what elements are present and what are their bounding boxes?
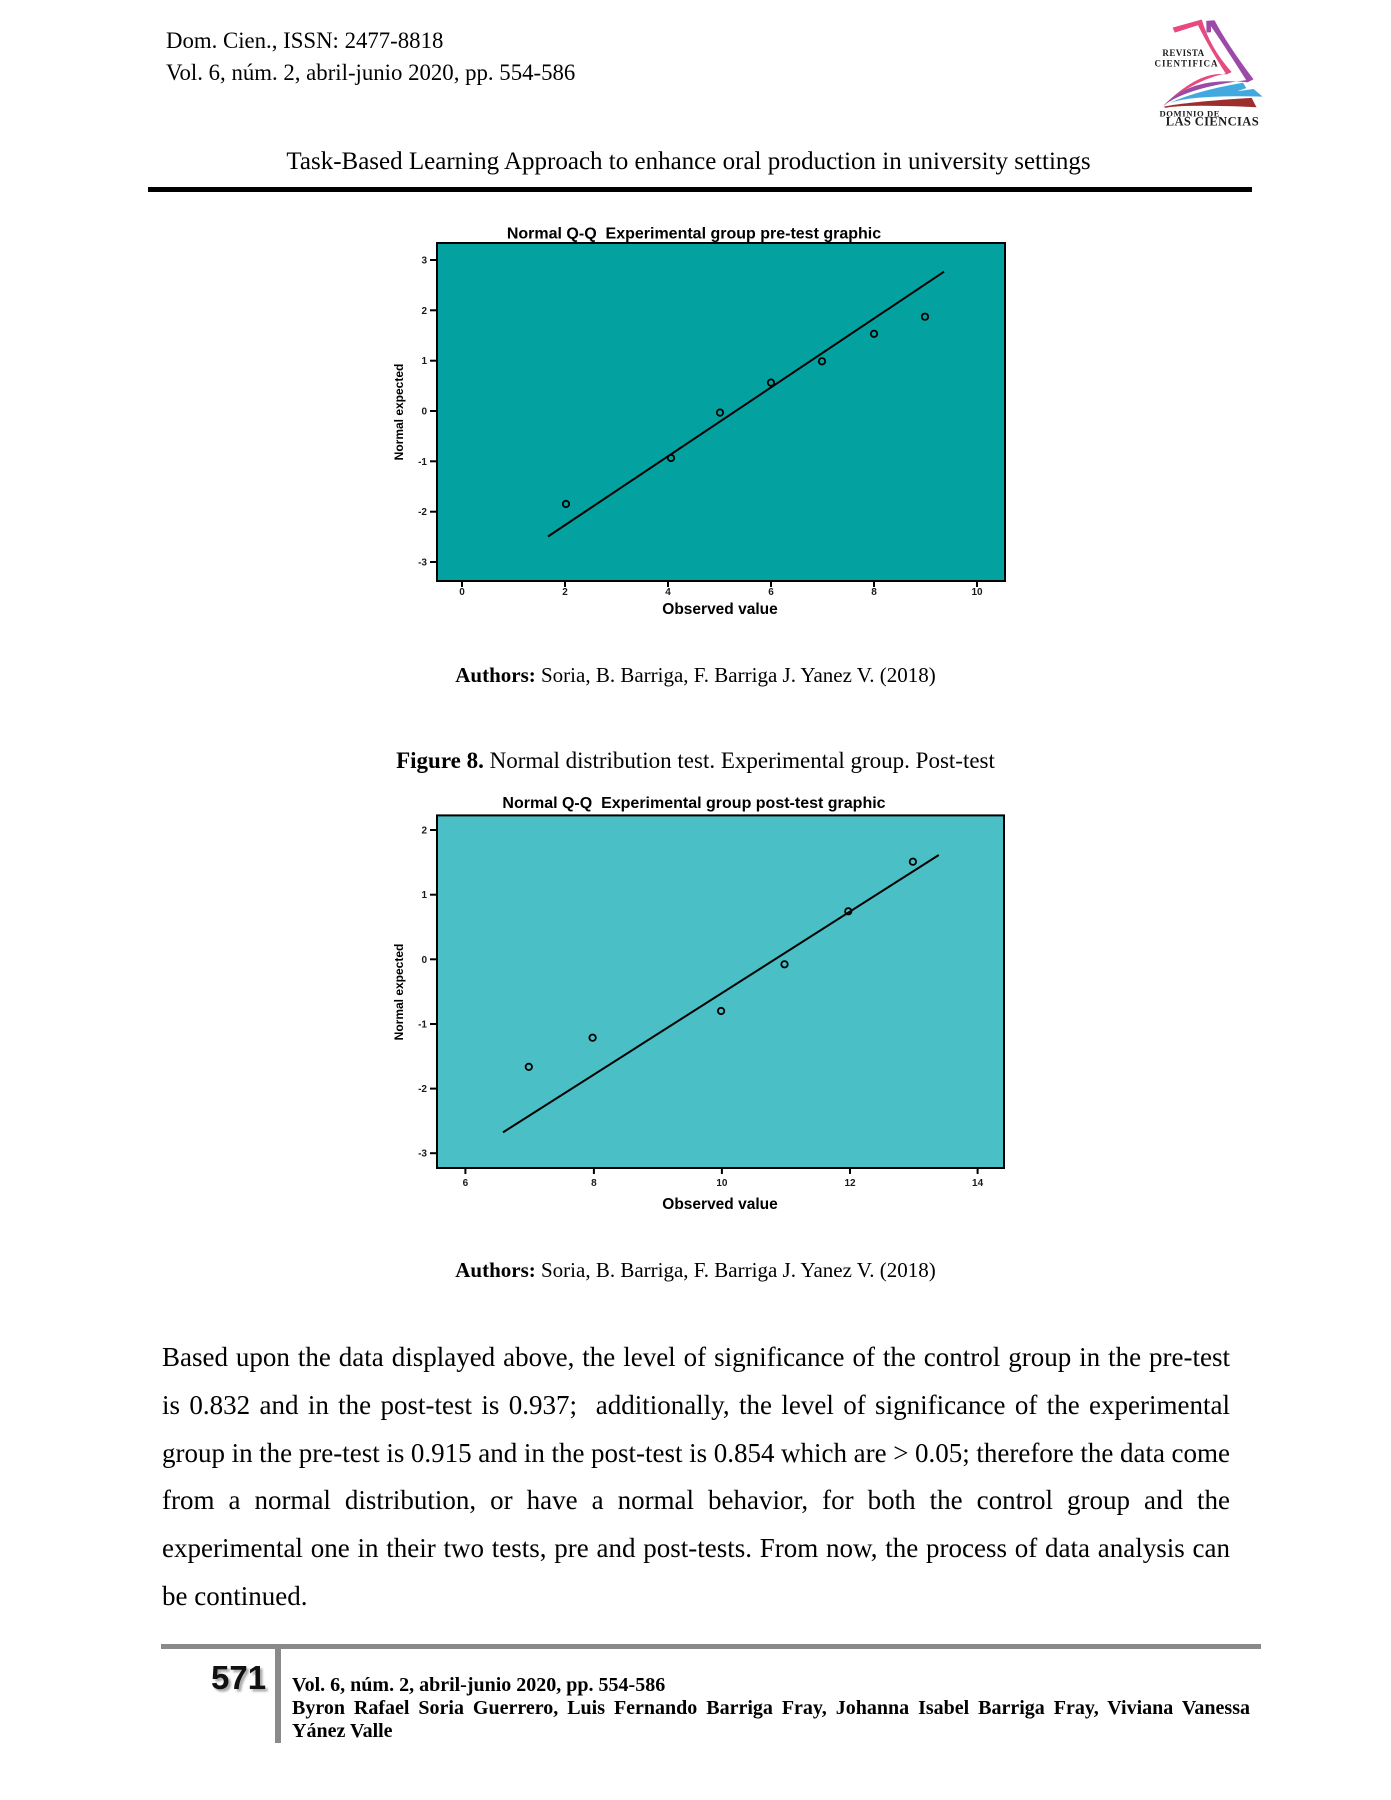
svg-text:14: 14	[972, 1178, 984, 1189]
svg-text:LAS CIENCIAS: LAS CIENCIAS	[1166, 114, 1259, 128]
svg-text:0: 0	[421, 407, 427, 418]
svg-text:-1: -1	[418, 1020, 427, 1031]
svg-text:CIENTIFICA: CIENTIFICA	[1154, 58, 1218, 68]
svg-text:2: 2	[421, 306, 427, 317]
svg-text:12: 12	[844, 1178, 856, 1189]
svg-text:0: 0	[459, 587, 465, 598]
svg-text:2: 2	[562, 587, 568, 598]
svg-text:6: 6	[768, 587, 774, 598]
svg-text:REVISTA: REVISTA	[1162, 48, 1204, 58]
svg-text:-2: -2	[418, 507, 427, 518]
svg-text:-3: -3	[418, 558, 427, 569]
svg-text:1: 1	[421, 890, 427, 901]
svg-text:Normal expected: Normal expected	[392, 944, 406, 1041]
svg-text:10: 10	[971, 587, 983, 598]
svg-text:0: 0	[421, 955, 427, 966]
svg-text:-2: -2	[418, 1084, 427, 1095]
svg-text:4: 4	[665, 587, 671, 598]
svg-text:-3: -3	[418, 1149, 427, 1160]
svg-text:2: 2	[421, 826, 427, 837]
svg-text:8: 8	[591, 1178, 597, 1189]
svg-text:Observed value: Observed value	[662, 1196, 778, 1213]
svg-text:10: 10	[716, 1178, 728, 1189]
svg-text:Observed value: Observed value	[662, 601, 778, 618]
svg-text:-1: -1	[418, 457, 427, 468]
svg-text:Normal Q-Q Experimental group: Normal Q-Q Experimental group post-test …	[502, 795, 885, 812]
svg-text:DOMINIO DE: DOMINIO DE	[1159, 108, 1220, 118]
svg-text:Normal Q-Q Experimental group: Normal Q-Q Experimental group pre-test g…	[507, 226, 881, 243]
svg-text:3: 3	[421, 256, 427, 267]
svg-text:8: 8	[871, 587, 877, 598]
svg-text:6: 6	[463, 1178, 469, 1189]
svg-text:Normal expected: Normal expected	[392, 364, 406, 461]
svg-text:1: 1	[421, 356, 427, 367]
